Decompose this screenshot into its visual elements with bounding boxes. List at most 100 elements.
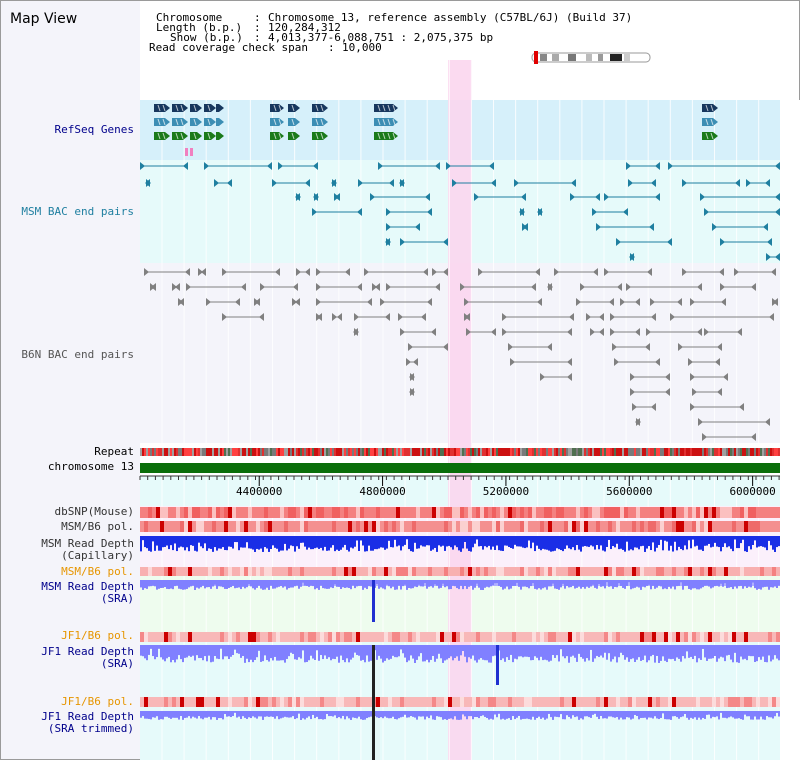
msm-depth-sra-track-bar: [164, 580, 166, 588]
jf1-depth-trim-track-bar: [392, 711, 394, 717]
refseq-gene[interactable]: [288, 118, 300, 126]
msm-b6-pol-2-track[interactable]: [140, 567, 780, 576]
dbsnp-track-cell: [160, 507, 164, 518]
jf1-depth-sra-track[interactable]: [140, 645, 780, 760]
track-label-dbsnp[interactable]: dbSNP(Mouse): [54, 505, 134, 518]
msm-depth-sra-track[interactable]: [140, 580, 780, 622]
msm-depth-sra-track-bar: [482, 580, 484, 590]
dbsnp-track-cell: [368, 507, 372, 518]
msm-depth-capillary-track-bar: [202, 536, 204, 549]
msm-depth-capillary-track-bar: [524, 536, 526, 549]
msm-depth-sra-track-bar: [340, 580, 342, 589]
jf1-b6-pol-2-track-cell: [728, 697, 732, 707]
jf1-b6-pol-track-cell: [456, 632, 460, 642]
dbsnp-track-cell: [216, 507, 220, 518]
msm-b6-pol-track-cell: [356, 521, 360, 532]
chromosome-bar[interactable]: [140, 463, 780, 473]
jf1-b6-pol-2-track-cell: [276, 697, 280, 707]
jf1-b6-pol-track-cell: [388, 632, 392, 642]
b6n-bac-pair-end: [651, 313, 656, 321]
msm-depth-capillary-track[interactable]: [140, 536, 780, 552]
dbsnp-track-cell: [764, 507, 768, 518]
track-label-jf1-depth-trim[interactable]: JF1 Read Depth: [41, 710, 134, 723]
track-label-jf1-pol[interactable]: JF1/B6 pol.: [61, 629, 134, 642]
track-label-chromosome[interactable]: chromosome 13: [47, 460, 134, 473]
refseq-gene[interactable]: [288, 132, 300, 140]
refseq-gene[interactable]: [204, 104, 216, 112]
refseq-gene[interactable]: [216, 132, 224, 140]
repeat-segment: [248, 448, 250, 456]
dbsnp-track[interactable]: [140, 507, 780, 518]
jf1-depth-sra-track-bar: [210, 645, 212, 663]
dbsnp-track-cell: [380, 507, 384, 518]
track-label-msm-bac[interactable]: MSM BAC end pairs: [21, 205, 134, 218]
msm-b6-pol-track[interactable]: [140, 521, 780, 532]
highlight-region[interactable]: [448, 60, 472, 760]
msm-depth-capillary-track-bar: [742, 536, 744, 540]
jf1-depth-trim-track-bar: [188, 711, 190, 717]
repeat-segment: [354, 448, 356, 456]
refseq-gene[interactable]: [190, 104, 202, 112]
b6n-bac-pair-end: [413, 358, 418, 366]
track-label-msm-b6-pol-2[interactable]: MSM/B6 pol.: [61, 565, 134, 578]
dbsnp-track-cell: [256, 507, 260, 518]
msm-bac-pair-end: [415, 223, 420, 231]
exon-mark: [193, 132, 197, 140]
jf1-b6-pol-track-cell: [324, 632, 328, 642]
msm-depth-capillary-track-bar: [298, 536, 300, 549]
msm-depth-capillary-track-bar: [440, 536, 442, 547]
track-label-msm-depth-cap[interactable]: MSM Read Depth: [41, 537, 134, 550]
refseq-gene[interactable]: [288, 104, 300, 112]
track-label-jf1-depth-sra[interactable]: JF1 Read Depth: [41, 645, 134, 658]
track-label-repeat[interactable]: Repeat: [94, 445, 134, 458]
jf1-depth-sra-track-bar: [466, 645, 468, 663]
b6n-bac-pair-end: [367, 298, 372, 306]
msm-b6-pol-2-track-cell: [484, 567, 488, 576]
jf1-depth-sra-track-bar: [342, 645, 344, 661]
refseq-gene[interactable]: [216, 104, 224, 112]
chromosome-ideogram[interactable]: [531, 51, 651, 64]
repeat-segment: [710, 448, 712, 456]
jf1-b6-pol-track-cell: [436, 632, 440, 642]
jf1-b6-pol-track[interactable]: [140, 632, 780, 642]
jf1-depth-trim-track-bar: [580, 711, 582, 719]
refseq-gene-small[interactable]: [185, 148, 188, 156]
dbsnp-track-cell: [600, 507, 604, 518]
dbsnp-track-cell: [464, 507, 468, 518]
dbsnp-track-cell: [232, 507, 236, 518]
dbsnp-track-cell: [576, 507, 580, 518]
track-label-b6n-bac[interactable]: B6N BAC end pairs: [21, 348, 134, 361]
repeat-segment: [338, 448, 340, 456]
msm-depth-capillary-track-bar: [674, 536, 676, 542]
track-label-refseq[interactable]: RefSeq Genes: [54, 123, 134, 136]
jf1-b6-pol-2-track[interactable]: [140, 697, 780, 707]
jf1-b6-pol-2-track-cell: [424, 697, 428, 707]
track-label-msm-depth-sra[interactable]: MSM Read Depth: [41, 580, 134, 593]
repeat-segment: [234, 448, 236, 456]
msm-depth-sra-track-bar: [586, 580, 588, 587]
refseq-gene-small[interactable]: [190, 148, 193, 156]
refseq-gene[interactable]: [204, 132, 216, 140]
refseq-gene[interactable]: [216, 118, 224, 126]
msm-depth-sra-track-bar: [296, 580, 298, 586]
refseq-gene[interactable]: [190, 118, 202, 126]
track-label-jf1-pol-2[interactable]: JF1/B6 pol.: [61, 695, 134, 708]
jf1-depth-sra-track-bar: [238, 645, 240, 654]
refseq-gene[interactable]: [204, 118, 216, 126]
ideogram-band: [552, 54, 559, 61]
msm-b6-pol-2-track-cell: [548, 567, 552, 576]
repeat-track[interactable]: [140, 448, 780, 456]
track-label-msm-b6-pol[interactable]: MSM/B6 pol.: [61, 520, 134, 533]
jf1-b6-pol-track-cell: [392, 632, 396, 642]
jf1-b6-pol-2-track-cell: [380, 697, 384, 707]
jf1-depth-sra-track-bar: [538, 645, 540, 661]
jf1-depth-sra-track-bar: [336, 645, 338, 657]
msm-b6-pol-track-cell: [224, 521, 228, 532]
msm-depth-sra-track-bar: [298, 580, 300, 589]
refseq-gene[interactable]: [190, 132, 202, 140]
jf1-depth-sra-track-bar: [700, 645, 702, 660]
msm-b6-pol-2-track-cell: [728, 567, 732, 576]
jf1-depth-trim-track[interactable]: [140, 711, 780, 760]
repeat-segment: [484, 448, 486, 456]
